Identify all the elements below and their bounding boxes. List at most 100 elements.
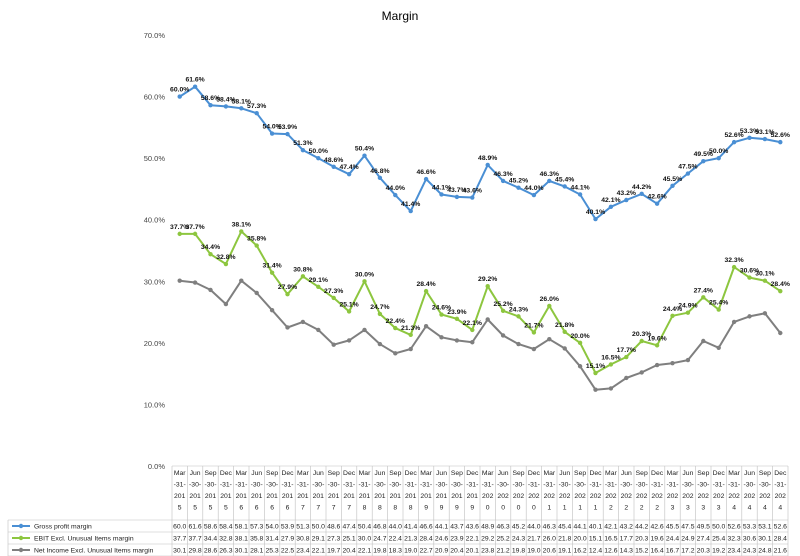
table-cell: 58.1 [235, 524, 248, 531]
table-cell: 22.7 [419, 548, 432, 555]
x-tick-label: Sep -30-202 4 [759, 470, 771, 512]
series-point-0 [685, 171, 691, 176]
series-point-2 [731, 319, 737, 325]
data-label-1: 27.3% [324, 288, 343, 295]
table-cell: 24.3 [512, 536, 525, 543]
data-label-1: 24.4% [663, 306, 682, 313]
series-point-2 [701, 338, 706, 344]
data-label-1: 32.3% [724, 257, 743, 264]
series-point-1 [531, 330, 537, 335]
x-tick-label: Jun -30-201 8 [374, 470, 386, 512]
series-point-2 [670, 360, 675, 366]
table-cell: 21.6 [774, 548, 787, 555]
data-label-0: 45.5% [663, 176, 682, 183]
table-cell: 47.5 [681, 524, 694, 531]
series-point-0 [423, 176, 429, 182]
y-tick-label: 70.0% [144, 31, 166, 40]
data-label-1: 22.1% [463, 320, 482, 327]
table-cell: 20.3 [697, 548, 710, 555]
table-cell: 30.0 [358, 536, 371, 543]
series-point-0 [639, 191, 644, 197]
data-label-0: 60.0% [170, 87, 189, 94]
series-point-2 [685, 357, 691, 363]
y-tick-label: 30.0% [144, 277, 166, 286]
table-cell: 53.9 [281, 524, 294, 531]
table-cell: 20.4 [450, 548, 463, 555]
table-cell: 43.6 [466, 524, 479, 531]
x-tick-label: Mar -31-202 3 [666, 470, 679, 512]
series-point-0 [177, 94, 182, 99]
table-cell: 31.4 [265, 536, 278, 543]
series-point-2 [192, 280, 198, 285]
data-label-1: 24.3% [509, 306, 528, 313]
series-point-1 [516, 314, 521, 319]
series-point-0 [254, 110, 259, 116]
series-point-0 [470, 195, 475, 200]
series-point-0 [670, 183, 675, 189]
series-point-0 [547, 178, 552, 184]
table-cell: 43.2 [620, 524, 633, 531]
table-cell: 20.6 [543, 548, 556, 555]
data-label-0: 41.4% [401, 201, 420, 208]
table-cell: 48.6 [327, 524, 340, 531]
table-cell: 25.3 [265, 548, 278, 555]
series-point-1 [269, 270, 275, 275]
table-cell: 17.2 [681, 548, 694, 555]
data-label-1: 15.1% [586, 363, 605, 370]
legend-swatch-marker [18, 535, 24, 541]
data-label-1: 34.4% [201, 244, 220, 251]
table-cell: 44.1 [435, 524, 448, 531]
series-point-2 [408, 346, 413, 352]
data-label-0: 44.0% [524, 185, 543, 192]
series-point-1 [377, 311, 383, 317]
x-tick-label: Mar -31-201 8 [358, 470, 371, 512]
series-point-2 [654, 362, 660, 368]
x-tick-label: Jun -30-201 7 [312, 470, 324, 512]
x-tick-label: Jun -30-202 4 [743, 470, 755, 512]
data-label-0: 44.1% [432, 184, 451, 191]
series-point-2 [531, 346, 537, 352]
data-label-0: 45.4% [555, 176, 574, 183]
x-tick-label: Mar -31-201 7 [297, 470, 310, 512]
table-cell: 32.8 [219, 536, 232, 543]
table-cell: 16.4 [650, 548, 663, 555]
table-cell: 20.4 [342, 548, 355, 555]
x-tick-label: Sep -30-202 0 [512, 470, 524, 512]
series-point-1 [208, 251, 213, 257]
table-cell: 24.4 [666, 536, 679, 543]
data-label-1: 32.8% [216, 254, 235, 261]
data-label-0: 50.4% [355, 146, 374, 153]
series-point-2 [377, 341, 383, 347]
table-cell: 28.4 [419, 536, 432, 543]
table-cell: 45.4 [558, 524, 571, 531]
table-cell: 22.1 [312, 548, 325, 555]
table-cell: 45.2 [512, 524, 525, 531]
table-cell: 40.1 [589, 524, 602, 531]
table-cell: 24.3 [743, 548, 756, 555]
table-cell: 48.9 [481, 524, 494, 531]
x-tick-label: Sep -30-201 5 [204, 470, 216, 512]
series-point-2 [285, 325, 290, 330]
data-label-1: 30.1% [755, 271, 774, 278]
x-tick-label: Sep -30-202 3 [697, 470, 709, 512]
x-tick-label: Mar -31-201 5 [174, 470, 187, 512]
table-cell: 19.0 [527, 548, 540, 555]
data-label-0: 58.4% [216, 96, 235, 103]
table-cell: 44.1 [573, 524, 586, 531]
series-point-2 [346, 338, 352, 343]
y-tick-label: 20.0% [144, 339, 166, 348]
table-cell: 50.4 [358, 524, 371, 531]
table-cell: 54.0 [265, 524, 278, 531]
series-point-1 [285, 292, 290, 297]
series-point-2 [362, 327, 367, 333]
table-cell: 19.1 [558, 548, 571, 555]
table-cell: 19.0 [404, 548, 417, 555]
table-cell: 58.6 [204, 524, 217, 531]
series-point-1 [731, 264, 737, 270]
table-cell: 23.4 [727, 548, 740, 555]
y-tick-label: 40.0% [144, 216, 166, 225]
table-cell: 50.0 [712, 524, 725, 531]
table-cell: 34.4 [204, 536, 217, 543]
data-label-1: 27.4% [694, 287, 713, 294]
data-label-1: 30.6% [740, 268, 759, 275]
